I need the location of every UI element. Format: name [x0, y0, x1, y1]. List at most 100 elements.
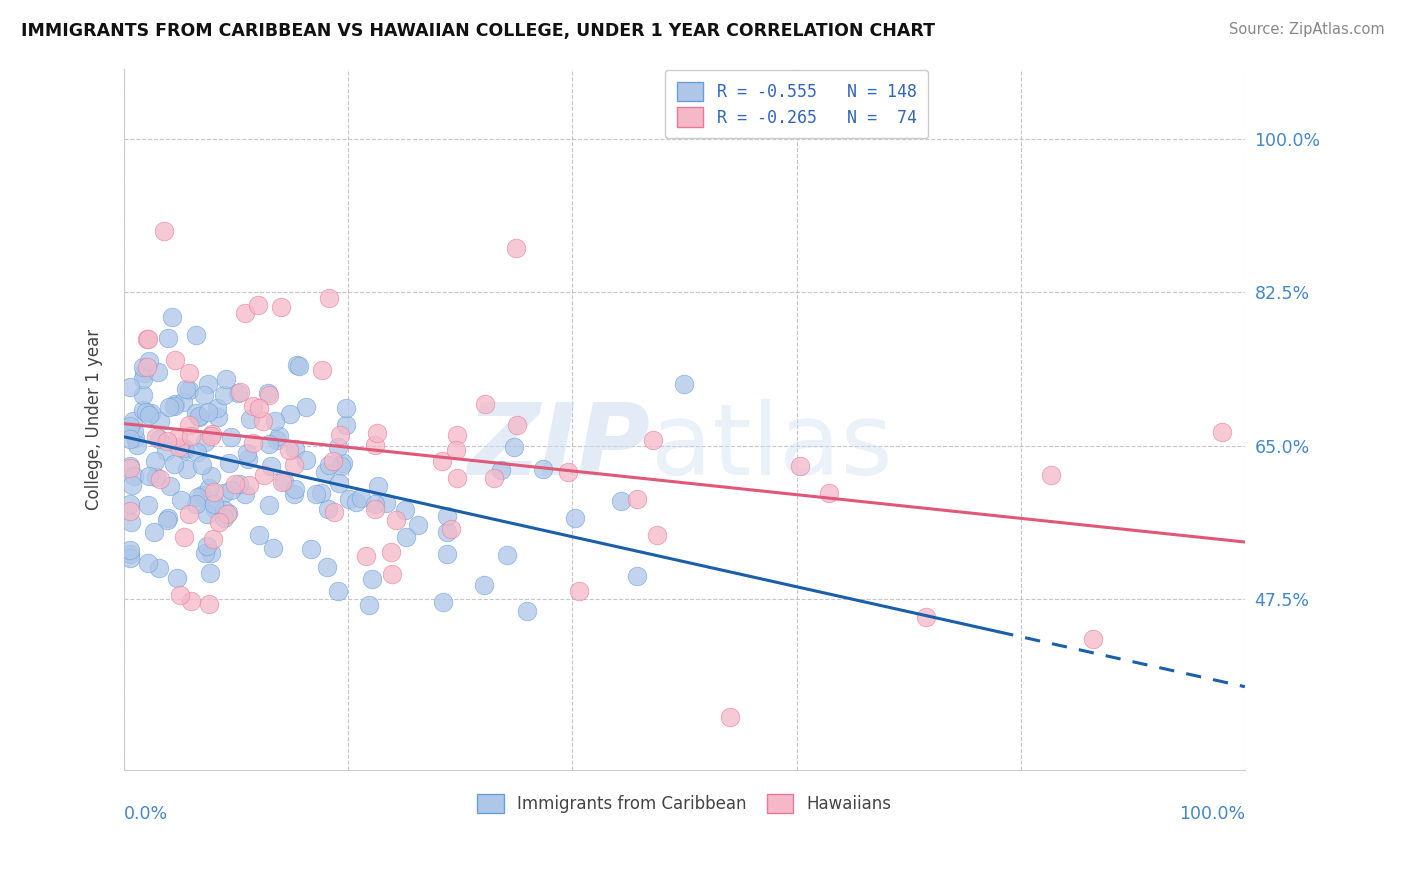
Point	[160, 310, 183, 325]
Point	[202, 497, 225, 511]
Point	[212, 511, 235, 525]
Point	[145, 470, 167, 484]
Point	[136, 332, 159, 346]
Point	[180, 429, 202, 443]
Point	[350, 491, 373, 505]
Point	[208, 516, 231, 530]
Point	[356, 549, 378, 564]
Point	[283, 458, 305, 472]
Point	[212, 388, 235, 402]
Point	[531, 462, 554, 476]
Point	[315, 559, 337, 574]
Point	[221, 483, 243, 498]
Point	[626, 569, 648, 583]
Point	[328, 583, 350, 598]
Point	[257, 498, 280, 512]
Point	[200, 429, 222, 443]
Point	[380, 545, 402, 559]
Point	[495, 548, 517, 562]
Point	[167, 430, 190, 444]
Point	[121, 478, 143, 492]
Point	[148, 561, 170, 575]
Point	[344, 495, 367, 509]
Point	[186, 406, 208, 420]
Point	[270, 301, 292, 315]
Point	[367, 479, 389, 493]
Point	[328, 440, 350, 454]
Point	[247, 401, 270, 415]
Point	[132, 366, 155, 380]
Point	[121, 515, 143, 529]
Point	[173, 441, 195, 455]
Point	[335, 417, 357, 432]
Point	[195, 507, 218, 521]
Point	[194, 434, 217, 449]
Point	[148, 432, 170, 446]
Point	[718, 710, 741, 724]
Point	[436, 524, 458, 539]
Point	[329, 427, 352, 442]
Point	[131, 372, 153, 386]
Point	[142, 524, 165, 539]
Point	[364, 501, 387, 516]
Point	[506, 417, 529, 432]
Point	[395, 530, 418, 544]
Point	[138, 468, 160, 483]
Point	[436, 508, 458, 523]
Point	[180, 594, 202, 608]
Point	[267, 429, 290, 443]
Point	[156, 434, 179, 449]
Point	[200, 469, 222, 483]
Point	[187, 409, 209, 424]
Point	[647, 528, 669, 542]
Point	[1040, 467, 1063, 482]
Point	[156, 511, 179, 525]
Point	[335, 401, 357, 415]
Point	[228, 477, 250, 491]
Point	[394, 503, 416, 517]
Point	[299, 542, 322, 557]
Point	[228, 386, 250, 401]
Point	[322, 454, 344, 468]
Point	[207, 401, 229, 416]
Point	[215, 507, 238, 521]
Point	[446, 427, 468, 442]
Point	[789, 458, 811, 473]
Point	[132, 402, 155, 417]
Point	[177, 384, 200, 398]
Point	[156, 331, 179, 345]
Point	[148, 365, 170, 379]
Point	[249, 527, 271, 541]
Point	[260, 458, 283, 473]
Point	[138, 556, 160, 570]
Point	[288, 359, 311, 373]
Point	[212, 485, 235, 500]
Point	[284, 442, 307, 456]
Point	[136, 360, 159, 375]
Point	[163, 457, 186, 471]
Point	[364, 498, 387, 512]
Point	[295, 453, 318, 467]
Point	[132, 388, 155, 402]
Point	[385, 513, 408, 527]
Point	[184, 328, 207, 343]
Point	[264, 414, 287, 428]
Point	[212, 503, 235, 517]
Point	[207, 410, 229, 425]
Point	[273, 474, 295, 488]
Point	[118, 547, 141, 561]
Point	[172, 395, 194, 409]
Point	[233, 487, 256, 501]
Point	[641, 434, 664, 448]
Point	[284, 483, 307, 497]
Point	[202, 532, 225, 546]
Point	[253, 467, 276, 482]
Point	[118, 542, 141, 557]
Point	[318, 458, 340, 472]
Point	[193, 388, 215, 402]
Point	[246, 298, 269, 312]
Point	[305, 487, 328, 501]
Point	[173, 530, 195, 544]
Point	[202, 484, 225, 499]
Point	[143, 454, 166, 468]
